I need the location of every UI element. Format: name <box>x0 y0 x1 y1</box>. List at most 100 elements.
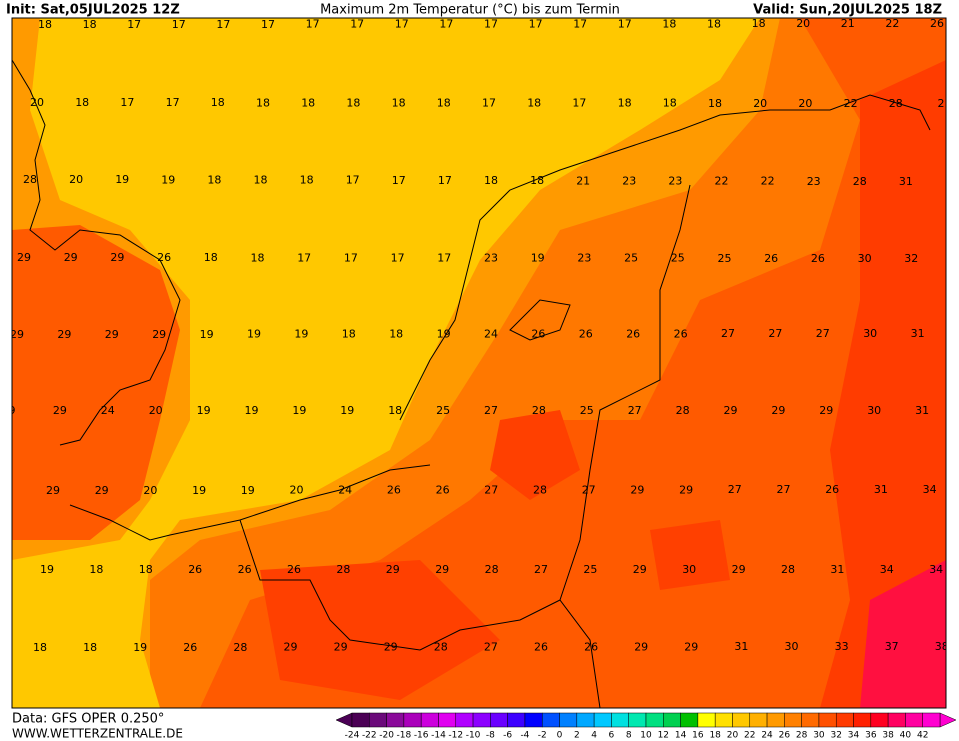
temperature-label: 17 <box>127 18 141 31</box>
colorbar-label: 40 <box>900 731 912 741</box>
temperature-label: 28 <box>676 404 690 417</box>
temperature-label: 17 <box>306 18 320 31</box>
temperature-label: 34 <box>880 563 894 576</box>
temperature-label: 18 <box>75 96 89 109</box>
temperature-label: 31 <box>915 404 929 417</box>
colorbar-label: -6 <box>503 731 512 741</box>
temperature-label: 18 <box>83 641 97 654</box>
colorbar-swatch <box>749 712 768 728</box>
temperature-label: 18 <box>207 173 221 186</box>
colorbar-label: 12 <box>658 731 669 741</box>
temperature-label: 18 <box>83 18 97 31</box>
temperature-label: 22 <box>715 175 729 188</box>
temperature-label: 17 <box>350 18 364 31</box>
temperature-label: 30 <box>858 252 872 265</box>
temperature-label: 17 <box>297 251 311 264</box>
temperature-label: 28 <box>23 173 37 186</box>
temperature-label: 19 <box>245 404 259 417</box>
temperature-label: 17 <box>172 18 186 31</box>
colorbar-swatch <box>784 712 802 728</box>
temperature-label: 17 <box>216 18 230 31</box>
colorbar-label: -18 <box>397 731 412 741</box>
temperature-label: 30 <box>863 327 877 340</box>
temperature-label: 29 <box>46 484 60 497</box>
temperature-label: 20 <box>290 484 304 497</box>
colorbar-label: -16 <box>414 731 429 741</box>
temperature-label: 18 <box>530 174 544 187</box>
temperature-label: 2 <box>938 97 945 110</box>
temperature-label: 26 <box>238 563 252 576</box>
temperature-label: 26 <box>626 327 640 340</box>
temperature-label: 20 <box>30 96 44 109</box>
temperature-label: 22 <box>761 175 775 188</box>
temperature-label: 17 <box>572 97 586 110</box>
temperature-label: 28 <box>233 641 247 654</box>
temperature-label: 23 <box>484 252 498 265</box>
temperature-label: 26 <box>579 327 593 340</box>
colorbar-swatch <box>663 712 681 728</box>
temperature-label: 18 <box>707 17 721 30</box>
colorbar-swatch <box>835 712 854 728</box>
temperature-label: 28 <box>781 563 795 576</box>
temperature-label: 9 <box>9 404 16 417</box>
temperature-label: 18 <box>527 97 541 110</box>
temperature-label: 31 <box>734 640 748 653</box>
temperature-label: 18 <box>301 96 315 109</box>
colorbar-swatch <box>541 712 560 728</box>
temperature-label: 29 <box>17 251 31 264</box>
temperature-label: 19 <box>40 563 54 576</box>
temperature-label: 17 <box>573 17 587 30</box>
website: WWW.WETTERZENTRALE.DE <box>12 727 183 741</box>
border <box>559 184 691 708</box>
temperature-label: 28 <box>533 483 547 496</box>
colorbar-swatch <box>680 712 699 728</box>
temperature-label: 27 <box>484 641 498 654</box>
temperature-label: 27 <box>728 483 742 496</box>
temperature-label: 17 <box>120 96 134 109</box>
temperature-label: 18 <box>89 563 103 576</box>
temperature-label: 17 <box>484 18 498 31</box>
temperature-label: 32 <box>904 252 918 265</box>
temperature-label: 17 <box>391 251 405 264</box>
temperature-label: 21 <box>841 17 855 30</box>
temperature-label: 27 <box>628 404 642 417</box>
temperature-label: 29 <box>633 563 647 576</box>
map-title: Maximum 2m Temperatur (°C) bis zum Termi… <box>320 3 620 18</box>
temperature-label: 22 <box>844 97 858 110</box>
temperature-label: 19 <box>294 328 308 341</box>
colorbar-label: -20 <box>379 731 394 741</box>
temperature-label: 18 <box>33 641 47 654</box>
temperature-label: 29 <box>435 563 449 576</box>
temperature-label: 19 <box>133 641 147 654</box>
colorbar-swatch <box>559 712 578 728</box>
colorbar-swatch <box>766 712 785 728</box>
temperature-label: 24 <box>338 484 352 497</box>
colorbar-label: 36 <box>865 731 877 741</box>
temperature-label: 19 <box>437 328 451 341</box>
colorbar-swatch <box>576 712 595 728</box>
temperature-label: 17 <box>439 18 453 31</box>
temperature-label: 18 <box>392 96 406 109</box>
temperature-label: 25 <box>718 252 732 265</box>
colorbar-label: 38 <box>882 731 894 741</box>
temperature-label: 31 <box>899 175 913 188</box>
temperature-label: 19 <box>241 484 255 497</box>
temperature-label: 19 <box>247 328 261 341</box>
colorbar-arrow <box>335 712 353 728</box>
colorbar-label: -4 <box>520 731 529 741</box>
temperature-label: 22 <box>885 17 899 30</box>
temperature-label: 17 <box>438 174 452 187</box>
temperature-label: 18 <box>211 96 225 109</box>
colorbar-label: 32 <box>831 731 842 741</box>
colorbar-label: 6 <box>609 731 615 741</box>
temperature-label: 20 <box>69 173 83 186</box>
temperature-label: 17 <box>261 18 275 31</box>
map-frame <box>11 17 947 709</box>
field <box>860 560 946 708</box>
temperature-label: 26 <box>157 251 171 264</box>
colorbar-label: -22 <box>362 731 377 741</box>
temperature-label: 18 <box>139 563 153 576</box>
temperature-label: 27 <box>777 483 791 496</box>
colorbar-swatch <box>818 712 837 728</box>
colorbar: -24 -22 -20 -18 -16 -14 -12 -10 -8 -6 -4 -2 0 2 4 6 8 10 1… <box>335 712 957 741</box>
